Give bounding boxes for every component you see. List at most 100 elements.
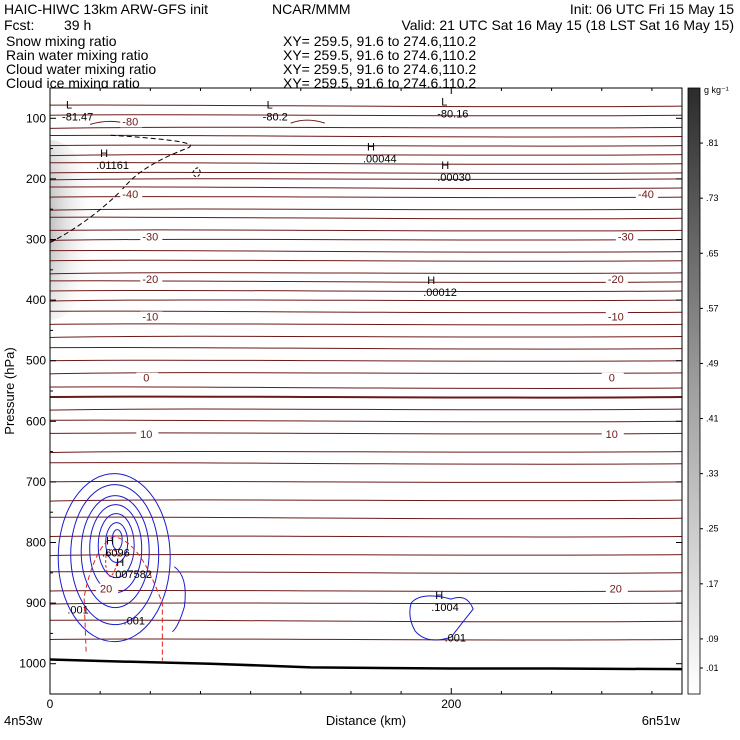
cloud-water-contour bbox=[80, 495, 150, 609]
terrain-line bbox=[50, 658, 682, 671]
field-name-3: Cloud ice mixing ratio bbox=[6, 75, 140, 91]
contour-label-bg bbox=[605, 273, 628, 285]
temperature-contour-line bbox=[50, 335, 682, 338]
contour-label-bg bbox=[96, 583, 119, 595]
temperature-contour-line bbox=[50, 408, 682, 411]
temperature-contour-line bbox=[50, 602, 682, 605]
extremum-value: .007582 bbox=[112, 569, 152, 581]
y-tick-label: 100 bbox=[26, 111, 46, 125]
temperature-contour-line bbox=[50, 289, 682, 293]
y-tick-label: 700 bbox=[26, 475, 46, 489]
extremum-value: .00030 bbox=[437, 172, 471, 184]
temperature-contour-line bbox=[50, 386, 682, 390]
header-field-list: Snow mixing ratio XY= 259.5, 91.6 to 274.… bbox=[6, 33, 476, 91]
colorbar-label: .73 bbox=[706, 193, 719, 203]
temperature-contour-line bbox=[50, 162, 682, 165]
header: HAIC-HIWC 13km ARW-GFS init Fcst: 39 h N… bbox=[4, 1, 734, 91]
colorbar-label: .25 bbox=[706, 524, 719, 534]
contour-label: 10 bbox=[140, 429, 152, 441]
temperature-contours bbox=[50, 104, 682, 641]
temperature-contour-line bbox=[50, 323, 682, 326]
contour-label-bg bbox=[136, 429, 159, 441]
field-name-1: Rain water mixing ratio bbox=[6, 47, 149, 63]
rain-water-contour bbox=[105, 549, 119, 578]
plot-area: .001 .001 .001 -80 -40 -40 -30 -30 -20 -20 -10 -1… bbox=[2, 87, 683, 728]
x-tick-label: 0 bbox=[47, 697, 54, 711]
cloud-ice-contour bbox=[50, 134, 191, 243]
temperature-contour-line bbox=[50, 589, 682, 593]
extremum-value: .00044 bbox=[363, 154, 397, 166]
contour-label: 10 bbox=[606, 429, 618, 441]
header-fcst-label: Fcst: bbox=[4, 17, 34, 33]
terrain-line bbox=[50, 658, 682, 671]
extremum-type: L bbox=[441, 96, 447, 108]
field-xy-2: XY= 259.5, 91.6 to 274.6,110.2 bbox=[283, 61, 476, 77]
field-xy-1: XY= 259.5, 91.6 to 274.6,110.2 bbox=[283, 47, 476, 63]
contour-label: 20 bbox=[610, 584, 622, 596]
contour-label: -20 bbox=[142, 274, 158, 286]
temperature-contour-line bbox=[50, 535, 682, 538]
temperature-contour-line bbox=[50, 144, 682, 147]
temperature-contour-line bbox=[50, 229, 682, 232]
colorbar-gradient bbox=[687, 87, 701, 695]
x-endpoint-left: 4n53w bbox=[4, 713, 43, 728]
x-tick-label: 200 bbox=[441, 697, 461, 711]
temperature-contour-line bbox=[50, 208, 682, 211]
colorbar-label: .41 bbox=[706, 414, 719, 424]
temperature-contour-line bbox=[50, 499, 682, 502]
contour-label-bg bbox=[605, 583, 628, 595]
colorbar-label: .81 bbox=[706, 138, 719, 148]
contour-label-bg bbox=[615, 231, 638, 243]
colorbar: .01 .09 .17 .25 .33 .41 .49 .57 .65 .73 .81 g kg⁻¹ bbox=[687, 85, 729, 695]
extremum-type: H bbox=[367, 142, 375, 154]
contour-label: 0 bbox=[609, 373, 615, 385]
contour-label: -10 bbox=[142, 311, 158, 323]
contour-label: -30 bbox=[142, 232, 158, 244]
header-center-title: NCAR/MMM bbox=[272, 1, 351, 17]
temperature-contour-line bbox=[50, 462, 682, 465]
field-name-2: Cloud water mixing ratio bbox=[6, 61, 156, 77]
extremum-type: H bbox=[116, 557, 124, 569]
header-init: Init: 06 UTC Fri 15 May 15 bbox=[570, 1, 734, 17]
extremum-value: -80.2 bbox=[263, 111, 288, 123]
colorbar-label: .33 bbox=[706, 469, 719, 479]
colorbar-label: .01 bbox=[706, 663, 719, 673]
extremum-value: .1004 bbox=[431, 602, 459, 614]
rain-water-label: .001 bbox=[67, 604, 88, 616]
header-run-title: HAIC-HIWC 13km ARW-GFS init bbox=[4, 1, 208, 17]
cloud-water-contour bbox=[57, 473, 171, 643]
rain-water-contours: .001 bbox=[67, 535, 163, 661]
colorbar-unit: g kg⁻¹ bbox=[704, 85, 729, 95]
contour-label-bg bbox=[140, 273, 163, 285]
extremum-value: .6096 bbox=[102, 548, 130, 560]
cloud-water-label: .001 bbox=[124, 615, 145, 627]
temperature-contour-line bbox=[50, 126, 682, 129]
contour-label-bg bbox=[120, 189, 143, 201]
temperature-contour-line bbox=[50, 104, 682, 108]
x-axis: 0 200 bbox=[47, 88, 653, 711]
temperature-contour-line bbox=[50, 516, 682, 520]
contour-label-bg bbox=[605, 311, 628, 323]
extremum-value: .00012 bbox=[423, 287, 457, 299]
y-tick-label: 200 bbox=[26, 172, 46, 186]
field-xy-0: XY= 259.5, 91.6 to 274.6,110.2 bbox=[283, 33, 476, 49]
temperature-contour-line bbox=[50, 154, 682, 157]
temperature-contour-line bbox=[290, 119, 325, 124]
y-tick-label: 400 bbox=[26, 293, 46, 307]
cloud-water-contour bbox=[409, 595, 474, 641]
y-axis-label: Pressure (hPa) bbox=[2, 347, 17, 434]
extremum-type: L bbox=[267, 99, 273, 111]
contour-label-bg bbox=[136, 372, 159, 384]
temperature-contour-line bbox=[50, 480, 682, 483]
temperature-contour-line bbox=[50, 171, 682, 174]
temperature-contour-line bbox=[50, 571, 682, 574]
temperature-contour-line bbox=[50, 419, 682, 423]
field-xy-3: XY= 259.5, 91.6 to 274.6,110.2 bbox=[283, 75, 476, 91]
y-tick-label: 800 bbox=[26, 536, 46, 550]
contour-label-bg bbox=[140, 231, 163, 243]
contour-label: 0 bbox=[143, 373, 149, 385]
extremum-type: L bbox=[66, 99, 72, 111]
temperature-contour-line bbox=[50, 216, 682, 220]
contour-label-bg bbox=[140, 311, 163, 323]
